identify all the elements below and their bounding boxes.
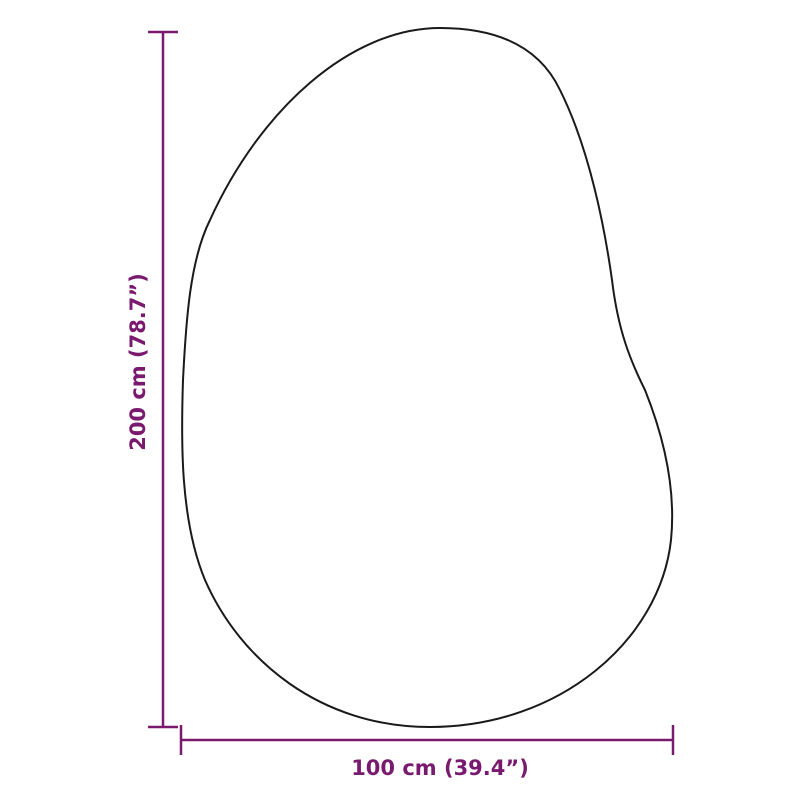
height-label: 200 cm (78.7”) xyxy=(126,273,150,451)
width-label: 100 cm (39.4”) xyxy=(351,756,529,780)
mirror-outline xyxy=(181,26,674,729)
